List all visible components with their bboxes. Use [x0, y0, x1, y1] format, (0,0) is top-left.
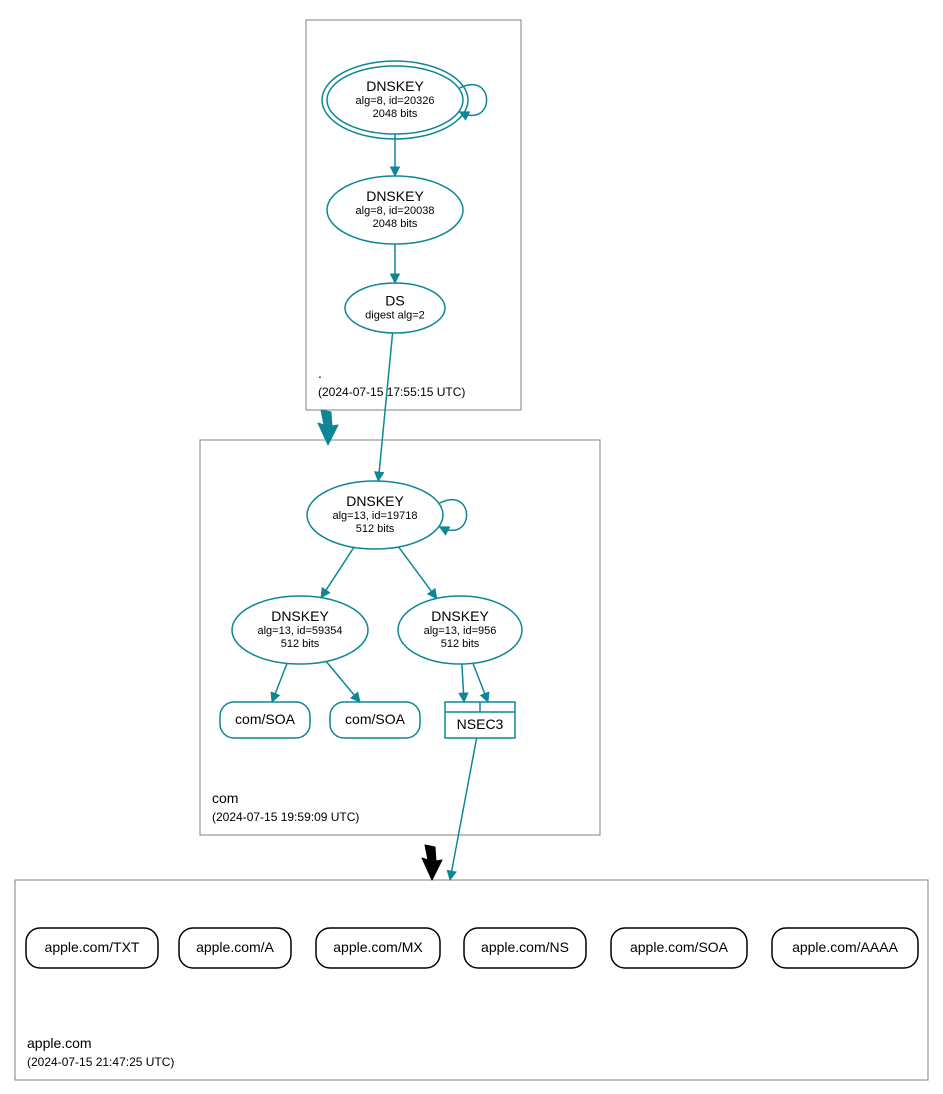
- edge-e_com_zsk1_soa2: [326, 661, 360, 702]
- node-text: apple.com/NS: [481, 939, 569, 955]
- node-text: com/SOA: [345, 711, 406, 727]
- node-com_ksk: DNSKEYalg=13, id=19718512 bits: [307, 481, 443, 549]
- zone-label: apple.com: [27, 1035, 92, 1051]
- node-com_soa2: com/SOA: [330, 702, 420, 738]
- node-text: DNSKEY: [431, 608, 489, 624]
- zone-label: .: [318, 365, 322, 381]
- node-text: alg=13, id=956: [424, 625, 497, 637]
- node-com_zsk1: DNSKEYalg=13, id=59354512 bits: [232, 596, 368, 664]
- edge-e_com_zsk2_nsec_r: [473, 663, 488, 702]
- node-apple_a: apple.com/A: [179, 928, 291, 968]
- node-text: DNSKEY: [366, 188, 424, 204]
- node-text: alg=8, id=20326: [356, 95, 435, 107]
- zone_apple: apple.com (2024-07-15 21:47:25 UTC): [15, 880, 928, 1080]
- node-apple_soa: apple.com/SOA: [611, 928, 747, 968]
- node-text: alg=13, id=59354: [257, 625, 342, 637]
- node-apple_aaaa: apple.com/AAAA: [772, 928, 918, 968]
- node-com_zsk2: DNSKEYalg=13, id=956512 bits: [398, 596, 522, 664]
- node-text: apple.com/MX: [333, 939, 423, 955]
- node-text: DS: [385, 293, 404, 309]
- node-text: digest alg=2: [365, 310, 425, 322]
- node-apple_mx: apple.com/MX: [316, 928, 440, 968]
- node-com_nsec3: NSEC3: [445, 702, 515, 738]
- node-text: 512 bits: [281, 638, 320, 650]
- node-text: alg=13, id=19718: [332, 510, 417, 522]
- node-root_zsk: DNSKEYalg=8, id=200382048 bits: [327, 176, 463, 244]
- node-text: DNSKEY: [271, 608, 329, 624]
- edge-e_com_ksk_zsk2: [399, 547, 437, 599]
- za_com_apple: [422, 845, 442, 880]
- node-text: com/SOA: [235, 711, 296, 727]
- node-text: apple.com/AAAA: [792, 939, 898, 955]
- node-text: 2048 bits: [373, 108, 418, 120]
- zone-label: com: [212, 790, 238, 806]
- node-text: 2048 bits: [373, 218, 418, 230]
- node-root_ds: DSdigest alg=2: [345, 283, 445, 333]
- edge-e_root_ds_comksk: [378, 333, 392, 481]
- node-com_soa1: com/SOA: [220, 702, 310, 738]
- node-text: DNSKEY: [366, 78, 424, 94]
- edge-e_nsec_apple: [450, 738, 477, 880]
- node-text: NSEC3: [457, 716, 504, 732]
- edge-e_com_ksk_zsk1: [321, 547, 354, 597]
- zone-timestamp: (2024-07-15 19:59:09 UTC): [212, 810, 359, 824]
- node-apple_ns: apple.com/NS: [464, 928, 586, 968]
- edge-e_com_zsk1_soa1: [272, 663, 287, 702]
- node-apple_txt: apple.com/TXT: [26, 928, 158, 968]
- node-text: apple.com/A: [196, 939, 274, 955]
- node-text: 512 bits: [441, 638, 480, 650]
- edge-e_com_zsk2_nsec_l: [462, 664, 464, 702]
- node-text: DNSKEY: [346, 493, 404, 509]
- node-text: apple.com/TXT: [45, 939, 140, 955]
- zone-timestamp: (2024-07-15 17:55:15 UTC): [318, 385, 465, 399]
- node-text: apple.com/SOA: [630, 939, 729, 955]
- node-root_ksk: DNSKEYalg=8, id=203262048 bits: [322, 61, 468, 139]
- zone-timestamp: (2024-07-15 21:47:25 UTC): [27, 1055, 174, 1069]
- node-text: alg=8, id=20038: [356, 205, 435, 217]
- node-text: 512 bits: [356, 523, 395, 535]
- dnssec-diagram: . (2024-07-15 17:55:15 UTC) com (2024-07-15…: [0, 0, 943, 1094]
